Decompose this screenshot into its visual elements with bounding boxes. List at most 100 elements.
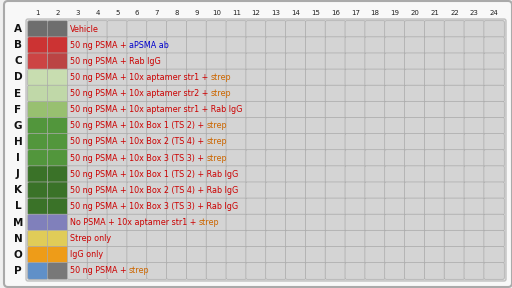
- FancyBboxPatch shape: [325, 214, 346, 231]
- FancyBboxPatch shape: [246, 166, 266, 183]
- FancyBboxPatch shape: [206, 118, 227, 134]
- FancyBboxPatch shape: [385, 230, 405, 247]
- FancyBboxPatch shape: [365, 150, 386, 166]
- Text: 23: 23: [470, 10, 479, 16]
- FancyBboxPatch shape: [464, 21, 484, 37]
- FancyBboxPatch shape: [127, 198, 147, 215]
- FancyBboxPatch shape: [385, 85, 405, 102]
- FancyBboxPatch shape: [186, 247, 207, 263]
- FancyBboxPatch shape: [246, 53, 266, 70]
- FancyBboxPatch shape: [166, 69, 187, 86]
- FancyBboxPatch shape: [385, 150, 405, 166]
- FancyBboxPatch shape: [266, 150, 286, 166]
- FancyBboxPatch shape: [385, 53, 405, 70]
- FancyBboxPatch shape: [206, 263, 227, 279]
- FancyBboxPatch shape: [325, 21, 346, 37]
- FancyBboxPatch shape: [365, 182, 386, 199]
- Text: 6: 6: [135, 10, 139, 16]
- FancyBboxPatch shape: [226, 53, 246, 70]
- FancyBboxPatch shape: [345, 150, 366, 166]
- FancyBboxPatch shape: [484, 134, 504, 150]
- Text: 50 ng PSMA + 10x aptamer str1 +: 50 ng PSMA + 10x aptamer str1 +: [70, 73, 210, 82]
- FancyBboxPatch shape: [166, 230, 187, 247]
- FancyBboxPatch shape: [107, 182, 127, 199]
- FancyBboxPatch shape: [404, 118, 425, 134]
- Text: IgG only: IgG only: [70, 250, 103, 259]
- FancyBboxPatch shape: [246, 263, 266, 279]
- FancyBboxPatch shape: [206, 198, 227, 215]
- FancyBboxPatch shape: [206, 230, 227, 247]
- FancyBboxPatch shape: [404, 214, 425, 231]
- FancyBboxPatch shape: [404, 263, 425, 279]
- FancyBboxPatch shape: [206, 182, 227, 199]
- FancyBboxPatch shape: [186, 85, 207, 102]
- FancyBboxPatch shape: [325, 263, 346, 279]
- FancyBboxPatch shape: [206, 69, 227, 86]
- FancyBboxPatch shape: [286, 85, 306, 102]
- FancyBboxPatch shape: [246, 150, 266, 166]
- FancyBboxPatch shape: [48, 166, 68, 183]
- FancyBboxPatch shape: [424, 118, 445, 134]
- Text: 50 ng PSMA +: 50 ng PSMA +: [70, 41, 129, 50]
- FancyBboxPatch shape: [424, 182, 445, 199]
- FancyBboxPatch shape: [325, 69, 346, 86]
- FancyBboxPatch shape: [206, 21, 227, 37]
- FancyBboxPatch shape: [48, 37, 68, 54]
- FancyBboxPatch shape: [28, 247, 48, 263]
- FancyBboxPatch shape: [87, 182, 108, 199]
- FancyBboxPatch shape: [246, 118, 266, 134]
- FancyBboxPatch shape: [107, 85, 127, 102]
- FancyBboxPatch shape: [107, 118, 127, 134]
- Text: 10: 10: [212, 10, 221, 16]
- FancyBboxPatch shape: [404, 182, 425, 199]
- FancyBboxPatch shape: [305, 53, 326, 70]
- FancyBboxPatch shape: [186, 134, 207, 150]
- FancyBboxPatch shape: [87, 21, 108, 37]
- FancyBboxPatch shape: [186, 21, 207, 37]
- Text: J: J: [16, 169, 20, 179]
- FancyBboxPatch shape: [266, 247, 286, 263]
- FancyBboxPatch shape: [87, 85, 108, 102]
- FancyBboxPatch shape: [87, 118, 108, 134]
- FancyBboxPatch shape: [48, 150, 68, 166]
- FancyBboxPatch shape: [345, 230, 366, 247]
- FancyBboxPatch shape: [127, 53, 147, 70]
- FancyBboxPatch shape: [305, 166, 326, 183]
- FancyBboxPatch shape: [464, 247, 484, 263]
- Text: E: E: [14, 89, 22, 98]
- FancyBboxPatch shape: [48, 85, 68, 102]
- FancyBboxPatch shape: [246, 69, 266, 86]
- FancyBboxPatch shape: [365, 21, 386, 37]
- FancyBboxPatch shape: [325, 230, 346, 247]
- FancyBboxPatch shape: [127, 166, 147, 183]
- FancyBboxPatch shape: [226, 101, 246, 118]
- Text: 50 ng PSMA + 10x Box 3 (TS 3) + Rab IgG: 50 ng PSMA + 10x Box 3 (TS 3) + Rab IgG: [70, 202, 238, 211]
- FancyBboxPatch shape: [68, 21, 88, 37]
- FancyBboxPatch shape: [186, 118, 207, 134]
- Text: 4: 4: [95, 10, 100, 16]
- FancyBboxPatch shape: [464, 69, 484, 86]
- FancyBboxPatch shape: [246, 101, 266, 118]
- FancyBboxPatch shape: [365, 53, 386, 70]
- FancyBboxPatch shape: [166, 150, 187, 166]
- FancyBboxPatch shape: [305, 263, 326, 279]
- FancyBboxPatch shape: [404, 230, 425, 247]
- FancyBboxPatch shape: [127, 69, 147, 86]
- FancyBboxPatch shape: [68, 182, 88, 199]
- FancyBboxPatch shape: [28, 134, 48, 150]
- FancyBboxPatch shape: [246, 37, 266, 54]
- FancyBboxPatch shape: [226, 134, 246, 150]
- FancyBboxPatch shape: [107, 101, 127, 118]
- FancyBboxPatch shape: [464, 85, 484, 102]
- FancyBboxPatch shape: [484, 150, 504, 166]
- Text: strep: strep: [199, 218, 219, 227]
- FancyBboxPatch shape: [166, 182, 187, 199]
- FancyBboxPatch shape: [226, 85, 246, 102]
- FancyBboxPatch shape: [147, 69, 167, 86]
- FancyBboxPatch shape: [147, 247, 167, 263]
- FancyBboxPatch shape: [28, 101, 48, 118]
- FancyBboxPatch shape: [305, 69, 326, 86]
- FancyBboxPatch shape: [266, 101, 286, 118]
- FancyBboxPatch shape: [305, 198, 326, 215]
- FancyBboxPatch shape: [365, 101, 386, 118]
